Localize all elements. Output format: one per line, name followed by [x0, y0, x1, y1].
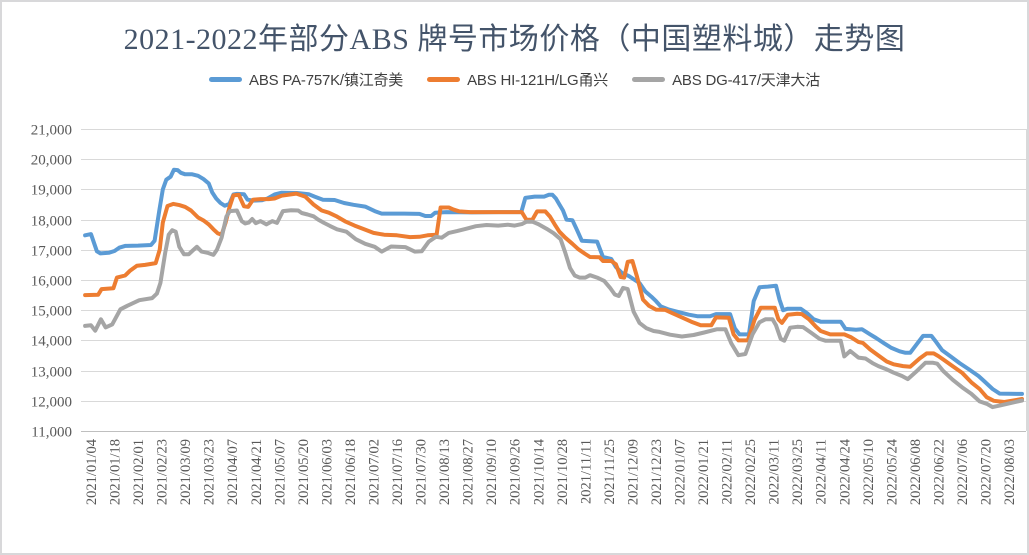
x-axis-label: 2022/03/11: [767, 439, 783, 505]
x-axis-label: 2021/02/01: [131, 439, 147, 505]
x-axis-label: 2021/09/10: [484, 439, 500, 505]
x-axis-label: 2022/04/11: [814, 439, 830, 505]
x-axis-label: 2022/04/24: [837, 438, 853, 505]
x-axis-label: 2022/05/10: [861, 439, 877, 505]
x-axis-label: 2022/02/11: [720, 439, 736, 505]
series-line-abs-hi-121h-lg-yongxing: [83, 191, 1024, 404]
y-axis-label: 17,000: [31, 244, 72, 260]
x-axis-label: 2021/05/20: [296, 439, 312, 505]
x-axis-label: 2021/05/07: [272, 439, 288, 505]
x-axis-label: 2022/01/07: [673, 439, 689, 505]
legend-item-abs-pa-757k-zhenjiang-qimei: ABS PA-757K/镇江奇美: [209, 69, 403, 90]
legend-line-swatch-icon: [209, 77, 243, 82]
x-axis-label: 2021/04/21: [249, 439, 265, 505]
legend-item-label: ABS PA-757K/镇江奇美: [249, 72, 404, 89]
y-axis-label: 12,000: [31, 395, 72, 411]
y-axis-label: 13,000: [31, 365, 72, 381]
x-axis-label: 2021/02/23: [155, 439, 171, 505]
chart-legend: ABS PA-757K/镇江奇美 ABS HI-121H/LG甬兴 ABS DG-4…: [2, 69, 1027, 90]
x-axis-label: 2022/05/24: [884, 438, 900, 505]
x-axis-label: 2022/08/03: [1002, 439, 1018, 505]
y-axis-label: 20,000: [31, 153, 72, 169]
x-axis-label: 2021/11/11: [578, 439, 594, 504]
x-axis-label: 2021/03/09: [178, 439, 194, 505]
y-axis-label: 11,000: [31, 425, 72, 441]
x-axis-label: 2021/10/14: [531, 438, 547, 505]
chart-title: 2021-2022年部分ABS 牌号市场价格（中国塑料城）走势图: [123, 23, 906, 56]
x-axis-label: 2021/07/16: [390, 439, 406, 505]
legend-item-label: ABS DG-417/天津大沽: [672, 72, 820, 89]
y-axis-label: 16,000: [31, 274, 72, 290]
x-axis-label: 2021/08/13: [437, 439, 453, 505]
y-axis-label: 19,000: [31, 183, 72, 199]
x-axis-label: 2022/01/21: [696, 439, 712, 505]
x-axis-label: 2021/07/02: [367, 439, 383, 505]
x-axis-label: 2022/06/22: [931, 439, 947, 505]
legend-line-swatch-icon: [632, 77, 666, 82]
y-axis-label: 18,000: [31, 214, 72, 230]
x-axis-label: 2021/03/23: [202, 439, 218, 505]
y-axis-label: 21,000: [31, 123, 72, 139]
x-axis-label: 2022/02/25: [743, 439, 759, 505]
x-axis-label: 2022/03/25: [790, 439, 806, 505]
x-axis-label: 2022/06/08: [908, 439, 924, 505]
x-axis-label: 2021/12/09: [625, 439, 641, 505]
x-axis-label: 2021/04/07: [225, 439, 241, 505]
series-line-abs-pa-757k-zhenjiang-qimei: [83, 167, 1024, 396]
x-axis-label: 2021/09/26: [508, 439, 524, 505]
y-axis-label: 15,000: [31, 304, 72, 320]
x-axis-label: 2021/11/25: [602, 439, 618, 505]
x-axis-label: 2021/12/23: [649, 439, 665, 505]
x-axis-label: 2022/07/20: [979, 439, 995, 505]
legend-item-abs-dg-417-tianjin-dagu: ABS DG-417/天津大沽: [632, 69, 820, 90]
x-axis-label: 2022/07/06: [955, 439, 971, 505]
legend-item-abs-hi-121h-lg-yongxing: ABS HI-121H/LG甬兴: [427, 69, 608, 90]
x-axis-label: 2021/06/03: [319, 439, 335, 505]
series-line-abs-dg-417-tianjin-dagu: [83, 208, 1024, 410]
x-axis-label: 2021/01/04: [84, 438, 100, 505]
x-axis-label: 2021/06/18: [343, 439, 359, 505]
legend-line-swatch-icon: [427, 77, 461, 82]
x-axis-label: 2021/07/30: [414, 439, 430, 505]
x-axis-label: 2021/10/28: [555, 439, 571, 505]
x-axis-label: 2021/08/27: [461, 439, 477, 505]
legend-item-label: ABS HI-121H/LG甬兴: [467, 72, 609, 89]
y-axis-label: 14,000: [31, 334, 72, 350]
x-axis-label: 2021/01/18: [108, 439, 124, 505]
